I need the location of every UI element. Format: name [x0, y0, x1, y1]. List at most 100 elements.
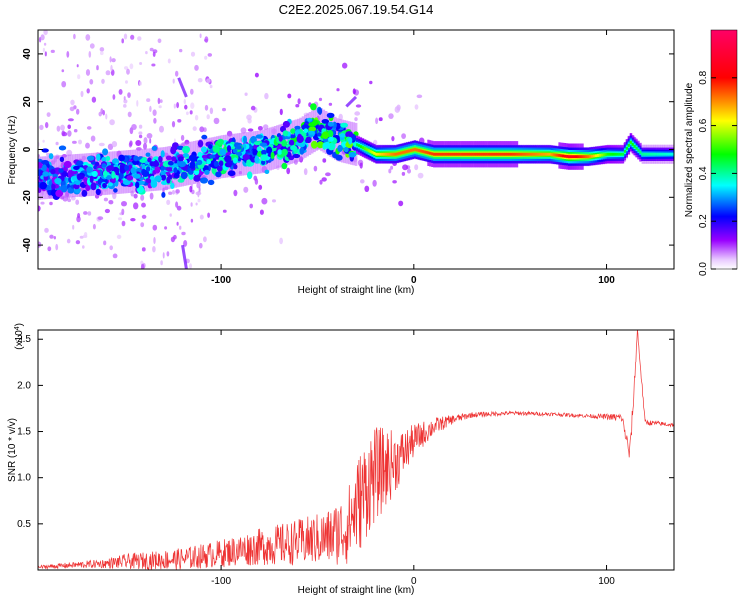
spectrogram-speckle: [279, 108, 283, 116]
spectrogram-speckle: [204, 38, 208, 42]
spectrogram-speckle: [287, 93, 292, 99]
spectrogram-speckle: [141, 214, 147, 219]
spectrogram-speckle: [206, 78, 211, 83]
spectrogram-ridge-cell: [377, 152, 380, 156]
spectrogram-speckle: [160, 260, 163, 266]
spectrogram-blob: [289, 134, 296, 139]
spectrogram-ridge-cell: [585, 155, 588, 159]
spectrogram-ridge-cell: [473, 152, 476, 156]
spectrogram-ridge-cell: [556, 153, 559, 157]
spectrogram-blob: [243, 135, 247, 144]
spectrogram-blob: [290, 145, 297, 151]
spectrogram-blob: [41, 164, 47, 172]
spectrogram-speckle: [124, 66, 129, 70]
spectrogram-ridge-cell: [546, 152, 549, 156]
spectrogram-speckle: [176, 102, 180, 109]
spectrogram-speckle: [396, 104, 401, 111]
spectrogram-blob: [270, 151, 275, 160]
spectrogram-speckle: [125, 80, 128, 84]
spectrogram-blob: [61, 170, 68, 177]
snr-xlabel: Height of straight line (km): [298, 585, 415, 596]
colorbar: 0.0 0.2 0.4 0.6 0.8 Normalized spectral ampl…: [684, 29, 738, 276]
spectrogram-speckle: [170, 236, 175, 243]
spectrogram-speckle: [354, 117, 358, 122]
spectrogram-speckle: [77, 212, 81, 219]
spectrogram-ridge-cell: [512, 152, 515, 156]
spectrogram-blob: [165, 155, 172, 161]
spectrogram-blob: [96, 153, 101, 161]
spectrogram-blob: [105, 156, 111, 161]
spectrogram-ridge-cell: [635, 146, 638, 150]
spectrogram-ridge-cell: [550, 153, 553, 156]
spectrogram-blob: [321, 119, 330, 124]
spectrogram-ridge-cell: [541, 152, 544, 156]
snr-scale-label: (x104): [14, 323, 26, 350]
spectrogram-speckle: [49, 201, 53, 206]
spectrogram-blob: [173, 167, 178, 174]
spectrogram-ridge-cell: [440, 152, 443, 156]
spectrogram-blob: [226, 145, 232, 153]
spectrogram-ridge-cell: [489, 152, 492, 156]
spectrogram-blob: [281, 139, 287, 147]
spectrogram-ridge-cell: [544, 152, 548, 156]
spectrogram-speckle: [172, 78, 175, 84]
spectrogram-ridge-cell: [514, 152, 517, 156]
spectrogram-blob: [118, 154, 125, 162]
spectrogram-speckle: [152, 246, 156, 253]
spectrogram-speckle: [105, 113, 108, 120]
spectrogram-speckle: [140, 194, 145, 201]
spectrogram-speckle: [116, 234, 122, 239]
spectrogram-blob: [102, 182, 107, 189]
spectrogram-blob: [165, 167, 174, 172]
spectrogram-speckle: [378, 117, 383, 122]
spectrogram-blob: [335, 154, 343, 161]
spectrogram-ridge-cell: [477, 152, 480, 156]
spectrogram-ridge-cell: [533, 152, 536, 156]
spectrogram-speckle: [233, 189, 238, 197]
spectrogram-blob: [327, 121, 334, 127]
spectrogram-speckle: [414, 104, 419, 110]
spectrogram-ridge-cell: [510, 152, 513, 156]
spectrogram-blob: [290, 128, 296, 135]
spectrogram-xtick-label: 100: [598, 275, 615, 286]
spectrogram-blob: [282, 120, 290, 128]
spectrogram-ridge-cell: [396, 152, 399, 156]
spectrogram-ridge-cell: [454, 152, 457, 156]
spectrogram-ridge-cell: [421, 150, 424, 153]
spectrogram-speckle: [136, 100, 139, 107]
spectrogram-blob: [113, 188, 118, 193]
spectrogram-speckle: [355, 104, 362, 108]
spectrogram-blob: [337, 144, 343, 153]
spectrogram-blob: [118, 171, 124, 180]
snr-xtick-label: -100: [211, 576, 231, 587]
spectrogram-speckle: [46, 112, 51, 117]
spectrogram-speckle: [60, 124, 65, 131]
spectrogram-speckle: [105, 70, 111, 76]
spectrogram-speckle: [364, 185, 370, 192]
spectrogram-ridge-cell: [612, 152, 615, 156]
snr-scale-prefix: (x10: [14, 330, 25, 350]
spectrogram-ridge-cell: [456, 152, 459, 156]
spectrogram-ridge-cell: [539, 152, 542, 156]
spectrogram-speckle: [195, 191, 202, 196]
spectrogram-speckle: [111, 58, 116, 63]
spectrogram-blob: [266, 146, 273, 154]
spectrogram-streak: [345, 95, 358, 108]
spectrogram-blob: [189, 154, 197, 163]
spectrogram-speckle: [209, 107, 214, 115]
spectrogram-ridge-cell: [390, 152, 393, 156]
spectrogram-speckle: [101, 78, 105, 84]
spectrogram-speckle: [111, 141, 118, 148]
spectrogram-speckle: [146, 98, 151, 102]
spectrogram-speckle: [143, 142, 147, 150]
spectrogram-speckle: [92, 223, 96, 230]
spectrogram-ridge-cell: [384, 152, 388, 156]
spectrogram-speckle: [190, 51, 196, 57]
spectrogram-speckle: [190, 218, 194, 223]
spectrogram-ridge-cell: [504, 152, 507, 156]
spectrogram-ridge-cell: [552, 153, 555, 157]
spectrogram-ridge-cell: [593, 154, 596, 158]
spectrogram-blob: [132, 173, 141, 179]
spectrogram-blob: [145, 152, 151, 157]
spectrogram-blob: [73, 165, 80, 170]
